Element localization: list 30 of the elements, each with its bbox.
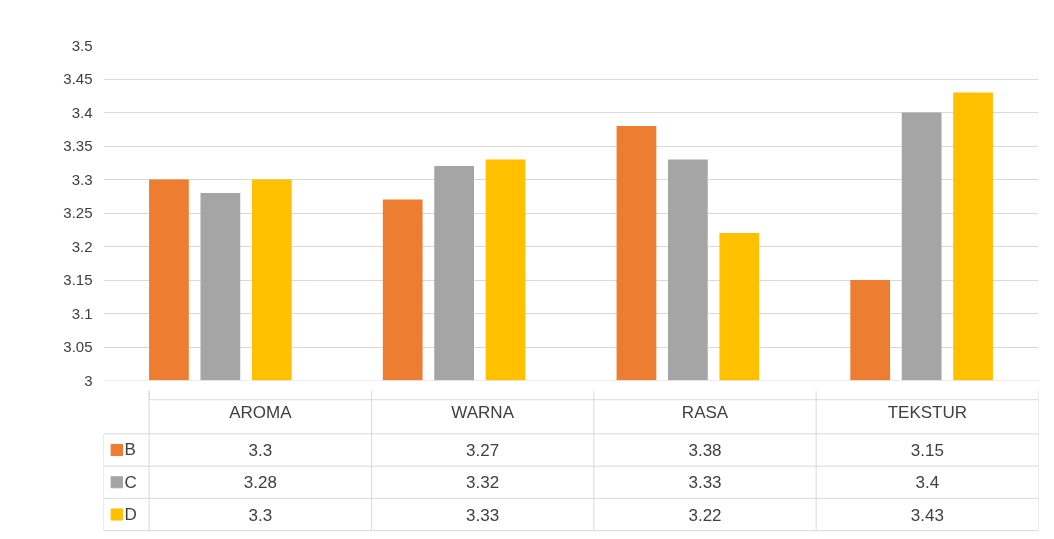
data-label: 3.43 <box>910 505 944 525</box>
x-tick-label: RASA <box>681 402 729 422</box>
legend-label: D <box>124 505 137 525</box>
x-tick-label: WARNA <box>451 402 515 422</box>
y-tick-label: 3.4 <box>71 103 93 121</box>
y-tick-label: 3.05 <box>63 338 93 355</box>
y-tick-label: 3.35 <box>63 137 93 154</box>
y-tick-label: 3.1 <box>71 304 93 322</box>
y-tick-label: 3 <box>84 371 93 389</box>
data-label: 3.3 <box>248 440 273 460</box>
data-label: 3.22 <box>688 505 722 525</box>
data-label: 3.27 <box>466 440 500 460</box>
y-tick-label: 3.25 <box>63 204 93 221</box>
y-tick-label: 3.5 <box>71 36 93 54</box>
y-tick-label: 3.3 <box>71 170 93 188</box>
data-label: 3.33 <box>688 473 722 493</box>
legend-label: C <box>124 472 137 492</box>
legend-label: B <box>124 440 136 460</box>
data-label: 3.4 <box>915 473 940 493</box>
data-label: 3.33 <box>466 505 500 525</box>
data-label: 3.15 <box>910 440 944 460</box>
x-tick-label: AROMA <box>229 402 293 422</box>
x-tick-label: TEKSTUR <box>887 402 968 422</box>
data-label: 3.32 <box>466 473 500 493</box>
data-label: 3.3 <box>248 505 273 525</box>
data-label: 3.38 <box>688 440 722 460</box>
y-tick-label: 3.2 <box>71 237 93 255</box>
data-label: 3.28 <box>243 473 277 493</box>
y-tick-label: 3.15 <box>63 271 93 288</box>
y-tick-label: 3.45 <box>63 70 93 87</box>
